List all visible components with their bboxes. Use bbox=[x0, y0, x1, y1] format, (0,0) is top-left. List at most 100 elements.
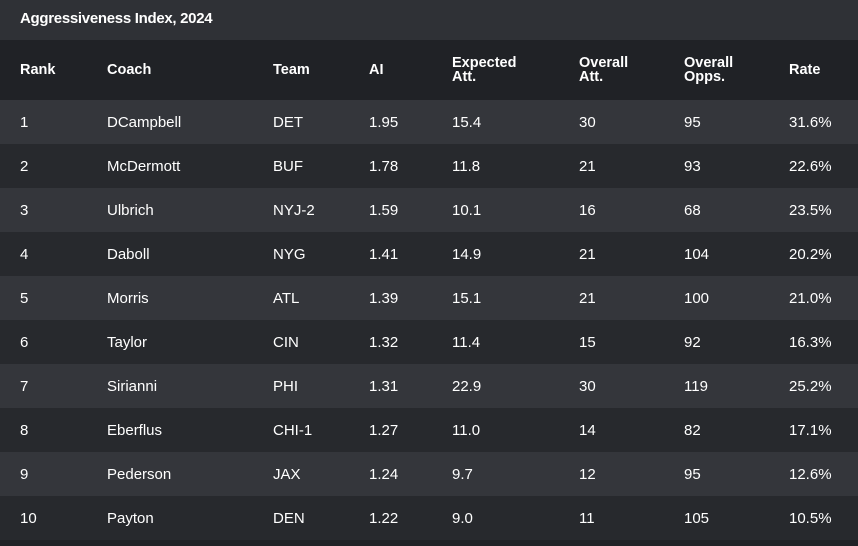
column-header-line1: Overall bbox=[684, 55, 734, 71]
cell-rate: 16.3% bbox=[789, 333, 832, 351]
table-row: 2 McDermott BUF 1.78 11.8 21 93 22.6% bbox=[0, 144, 858, 188]
cell-rate: 23.5% bbox=[789, 201, 832, 219]
cell-overall-opps: 95 bbox=[684, 465, 701, 483]
cell-overall-opps: 82 bbox=[684, 421, 701, 439]
cell-ai: 1.95 bbox=[369, 113, 399, 131]
cell-expected-att: 11.0 bbox=[452, 421, 481, 439]
column-header-line1: Expected bbox=[452, 55, 517, 71]
title-bar: Aggressiveness Index, 2024 bbox=[0, 0, 858, 40]
cell-ai: 1.59 bbox=[369, 201, 399, 219]
cell-rank: 5 bbox=[20, 289, 29, 307]
cell-overall-att: 21 bbox=[579, 245, 596, 263]
cell-expected-att: 9.0 bbox=[452, 509, 473, 527]
cell-rate: 22.6% bbox=[789, 157, 832, 175]
cell-team: DET bbox=[273, 113, 303, 131]
cell-overall-att: 11 bbox=[579, 509, 595, 527]
table-row: 1 DCampbell DET 1.95 15.4 30 95 31.6% bbox=[0, 100, 858, 144]
cell-rate: 21.0% bbox=[789, 289, 832, 307]
table-row: 7 Sirianni PHI 1.31 22.9 30 119 25.2% bbox=[0, 364, 858, 408]
cell-ai: 1.32 bbox=[369, 333, 399, 351]
cell-rate: 10.5% bbox=[789, 509, 832, 527]
header-row: Rank Coach Team AI Expected Att. Overall Att. Ov… bbox=[0, 40, 858, 100]
table-row: 10 Payton DEN 1.22 9.0 11 105 10.5% bbox=[0, 496, 858, 540]
column-header-rate: Rate bbox=[789, 40, 820, 100]
column-header-line1: Overall bbox=[579, 55, 629, 71]
cell-coach: Ulbrich bbox=[107, 201, 154, 219]
cell-rate: 25.2% bbox=[789, 377, 832, 395]
column-header-ai: AI bbox=[369, 40, 384, 100]
column-header-line2: Opps. bbox=[684, 69, 726, 85]
column-header-overall-att: Overall Att. bbox=[579, 40, 628, 100]
cell-rank: 3 bbox=[20, 201, 29, 219]
cell-expected-att: 10.1 bbox=[452, 201, 482, 219]
table-row: 6 Taylor CIN 1.32 11.4 15 92 16.3% bbox=[0, 320, 858, 364]
cell-coach: Taylor bbox=[107, 333, 148, 351]
cell-ai: 1.41 bbox=[369, 245, 399, 263]
cell-overall-att: 15 bbox=[579, 333, 596, 351]
cell-ai: 1.31 bbox=[369, 377, 399, 395]
cell-coach: McDermott bbox=[107, 157, 181, 175]
column-header-rank: Rank bbox=[20, 40, 55, 100]
cell-rate: 12.6% bbox=[789, 465, 832, 483]
cell-overall-opps: 104 bbox=[684, 245, 710, 263]
cell-rank: 6 bbox=[20, 333, 29, 351]
table-row: 4 Daboll NYG 1.41 14.9 21 104 20.2% bbox=[0, 232, 858, 276]
column-header-line1: Rank bbox=[20, 62, 56, 78]
cell-coach: Sirianni bbox=[107, 377, 158, 395]
cell-overall-att: 21 bbox=[579, 157, 596, 175]
cell-coach: Daboll bbox=[107, 245, 150, 263]
cell-team: PHI bbox=[273, 377, 299, 395]
cell-team: CHI-1 bbox=[273, 421, 313, 439]
cell-ai: 1.39 bbox=[369, 289, 399, 307]
cell-overall-att: 21 bbox=[579, 289, 596, 307]
table-row: 8 Eberflus CHI-1 1.27 11.0 14 82 17.1% bbox=[0, 408, 858, 452]
cell-overall-opps: 92 bbox=[684, 333, 701, 351]
cell-expected-att: 11.4 bbox=[452, 333, 481, 351]
cell-rank: 1 bbox=[20, 113, 29, 131]
table-row: 9 Pederson JAX 1.24 9.7 12 95 12.6% bbox=[0, 452, 858, 496]
cell-ai: 1.78 bbox=[369, 157, 399, 175]
table-title: Aggressiveness Index, 2024 bbox=[20, 10, 213, 27]
cell-expected-att: 14.9 bbox=[452, 245, 482, 263]
cell-team: CIN bbox=[273, 333, 299, 351]
cell-expected-att: 11.8 bbox=[452, 157, 481, 175]
cell-expected-att: 9.7 bbox=[452, 465, 473, 483]
cell-overall-opps: 119 bbox=[684, 377, 708, 395]
cell-coach: Pederson bbox=[107, 465, 172, 483]
cell-overall-opps: 100 bbox=[684, 289, 710, 307]
cell-overall-att: 30 bbox=[579, 113, 596, 131]
cell-overall-opps: 93 bbox=[684, 157, 701, 175]
cell-rank: 8 bbox=[20, 421, 29, 439]
cell-overall-att: 30 bbox=[579, 377, 596, 395]
cell-ai: 1.24 bbox=[369, 465, 399, 483]
cell-rate: 17.1% bbox=[789, 421, 832, 439]
table-row: 3 Ulbrich NYJ-2 1.59 10.1 16 68 23.5% bbox=[0, 188, 858, 232]
cell-ai: 1.27 bbox=[369, 421, 399, 439]
column-header-line1: Team bbox=[273, 62, 310, 78]
cell-rate: 20.2% bbox=[789, 245, 832, 263]
cell-expected-att: 15.1 bbox=[452, 289, 482, 307]
cell-overall-att: 16 bbox=[579, 201, 596, 219]
cell-overall-opps: 68 bbox=[684, 201, 701, 219]
cell-rank: 2 bbox=[20, 157, 29, 175]
column-header-coach: Coach bbox=[107, 40, 151, 100]
table-row: 5 Morris ATL 1.39 15.1 21 100 21.0% bbox=[0, 276, 858, 320]
cell-overall-opps: 105 bbox=[684, 509, 710, 527]
cell-coach: DCampbell bbox=[107, 113, 182, 131]
cell-team: BUF bbox=[273, 157, 303, 175]
cell-team: NYJ-2 bbox=[273, 201, 315, 219]
cell-team: NYG bbox=[273, 245, 306, 263]
cell-rank: 10 bbox=[20, 509, 37, 527]
cell-rank: 9 bbox=[20, 465, 29, 483]
column-header-expected-att: Expected Att. bbox=[452, 40, 516, 100]
column-header-team: Team bbox=[273, 40, 310, 100]
column-header-overall-opps: Overall Opps. bbox=[684, 40, 733, 100]
cell-team: ATL bbox=[273, 289, 300, 307]
cell-coach: Eberflus bbox=[107, 421, 163, 439]
column-header-line1: Rate bbox=[789, 62, 821, 78]
column-header-line2: Att. bbox=[579, 69, 604, 85]
cell-rank: 4 bbox=[20, 245, 29, 263]
cell-overall-opps: 95 bbox=[684, 113, 701, 131]
cell-rate: 31.6% bbox=[789, 113, 832, 131]
